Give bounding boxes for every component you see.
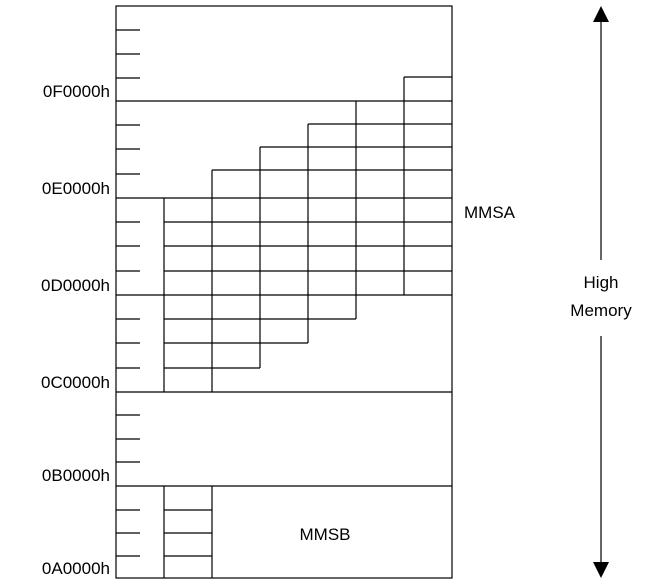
arrow-down-head — [593, 562, 609, 578]
mmsb-label: MMSB — [300, 525, 351, 544]
address-label-0A0000h: 0A0000h — [42, 559, 110, 578]
high-memory-label-line1: High — [584, 273, 619, 292]
high-memory-label-line2: Memory — [570, 301, 632, 320]
address-label-0E0000h: 0E0000h — [42, 179, 110, 198]
arrow-up-head — [593, 6, 609, 22]
address-label-0B0000h: 0B0000h — [42, 466, 110, 485]
mmsa-label: MMSA — [464, 203, 516, 222]
address-labels: 0F0000h 0E0000h 0D0000h 0C0000h 0B0000h … — [41, 82, 110, 578]
mmsa-staircase — [163, 76, 452, 392]
high-memory-arrow — [593, 6, 609, 578]
address-label-0C0000h: 0C0000h — [41, 373, 110, 392]
address-label-0F0000h: 0F0000h — [43, 82, 110, 101]
segment-boundaries — [116, 100, 452, 487]
mmsb-block — [163, 486, 213, 578]
memory-map-frame — [115, 5, 453, 579]
tick-marks — [116, 29, 140, 557]
address-label-0D0000h: 0D0000h — [41, 276, 110, 295]
